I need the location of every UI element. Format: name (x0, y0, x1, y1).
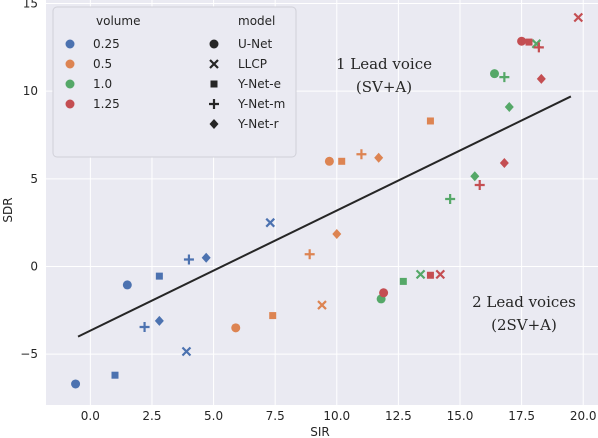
y-tick-label: 0 (30, 259, 38, 273)
annotation-two-lead-line2: (2SV+A) (491, 316, 557, 334)
annotation-one-lead-line1: 1 Lead voice (336, 55, 432, 73)
point-y-net-r-vol-0_25 (154, 315, 164, 326)
y-tick-label: 10 (23, 84, 38, 98)
point-y-net-e-vol-1_25 (525, 38, 533, 46)
x-tick-label: 5.0 (204, 409, 223, 423)
legend-volume-label: 0.5 (93, 57, 112, 71)
legend-model-label: U-Net (238, 37, 272, 51)
point-y-net-r-vol-1_25 (499, 158, 509, 169)
point-y-net-m-vol-0_5 (304, 249, 315, 260)
point-llcp-vol-1_25 (435, 269, 446, 280)
point-y-net-r-vol-0_5 (374, 152, 384, 163)
legend-model-label: Y-Net-e (237, 77, 281, 91)
legend-model-marker-x (209, 59, 219, 69)
annotation-one-lead-line2: (SV+A) (356, 78, 412, 96)
legend-model-label: Y-Net-m (237, 97, 285, 111)
legend-box (52, 6, 297, 158)
x-tick-label: 7.5 (266, 409, 285, 423)
point-y-net-m-vol-1_25 (474, 179, 485, 190)
point-u-net-vol-1_0 (490, 69, 499, 79)
point-y-net-m-vol-0_25 (139, 321, 150, 332)
x-tick-label: 17.5 (508, 409, 535, 423)
point-y-net-e-vol-0_5 (269, 312, 277, 320)
annotation-two-lead-line1: 2 Lead voices (472, 293, 576, 311)
point-u-net-vol-1_25 (379, 288, 389, 298)
point-llcp-vol-0_5 (317, 300, 327, 310)
point-y-net-e-vol-0_25 (111, 371, 119, 379)
x-tick-label: 20.0 (570, 409, 597, 423)
y-tick-label: −5 (20, 347, 38, 361)
x-tick-label: 2.5 (142, 409, 161, 423)
point-y-net-r-vol-1_25 (536, 73, 546, 84)
legend-model-marker-diamond (209, 119, 219, 129)
legend-volume-marker (65, 39, 75, 49)
legend-model-marker-circle (209, 39, 219, 49)
legend-model-marker-square (210, 80, 218, 88)
legend-model-label: LLCP (238, 57, 267, 71)
legend-volume-marker (65, 99, 75, 109)
legend-volume-marker (65, 79, 75, 89)
legend-model-marker-plus (209, 99, 219, 109)
data-points (71, 12, 584, 389)
x-tick-label: 15.0 (447, 409, 474, 423)
x-tick-labels: 0.0 2.5 5.0 7.5 10.0 12.5 15.0 17.5 20.0 (81, 409, 597, 423)
legend-volume-label: 1.25 (93, 97, 120, 111)
point-u-net-vol-0_5 (324, 156, 334, 166)
x-axis-label: SIR (310, 425, 330, 438)
point-llcp-vol-0_25 (181, 346, 192, 357)
legend: volume model 0.25 0.5 1.0 1.25 U-Net LLCP Y-N… (52, 6, 297, 158)
y-axis-label: SDR (1, 197, 15, 222)
legend-model-items: U-Net LLCP Y-Net-e Y-Net-m Y-Net-r (209, 37, 285, 131)
point-y-net-e-vol-1_0 (399, 277, 407, 285)
point-y-net-e-vol-0_5 (338, 157, 346, 165)
legend-volume-items: 0.25 0.5 1.0 1.25 (65, 37, 120, 111)
point-y-net-e-vol-1_25 (426, 271, 434, 279)
point-y-net-e-vol-0_25 (155, 272, 163, 280)
legend-volume-label: 1.0 (93, 77, 112, 91)
legend-volume-label: 0.25 (93, 37, 120, 51)
point-u-net-vol-0_5 (231, 323, 241, 333)
legend-volume-marker (65, 59, 75, 69)
x-tick-label: 12.5 (385, 409, 412, 423)
legend-model-title: model (238, 14, 275, 28)
legend-volume-title: volume (96, 14, 140, 28)
x-tick-label: 10.0 (323, 409, 350, 423)
point-y-net-m-vol-0_25 (183, 254, 194, 265)
legend-model-label: Y-Net-r (237, 117, 279, 131)
trend-line (77, 95, 572, 338)
point-y-net-e-vol-0_5 (426, 117, 434, 125)
y-tick-label: 15 (23, 0, 38, 11)
point-y-net-m-vol-1_0 (445, 193, 456, 204)
x-tick-label: 0.0 (81, 409, 100, 423)
point-llcp-vol-0_25 (265, 217, 276, 228)
point-llcp-vol-1_0 (415, 269, 426, 280)
point-y-net-r-vol-0_25 (201, 252, 211, 263)
point-y-net-r-vol-1_0 (504, 101, 514, 112)
point-u-net-vol-0_25 (122, 280, 132, 290)
point-y-net-m-vol-1_0 (499, 72, 510, 83)
y-tick-label: 5 (30, 172, 38, 186)
y-tick-labels: −5 0 5 10 15 (20, 0, 38, 361)
point-y-net-m-vol-0_5 (356, 149, 367, 160)
point-y-net-r-vol-0_5 (332, 229, 342, 240)
point-llcp-vol-1_25 (573, 12, 584, 23)
point-y-net-m-vol-1_25 (533, 42, 544, 53)
point-u-net-vol-0_25 (71, 379, 81, 389)
point-u-net-vol-1_25 (517, 36, 527, 46)
point-y-net-r-vol-1_0 (470, 171, 480, 182)
